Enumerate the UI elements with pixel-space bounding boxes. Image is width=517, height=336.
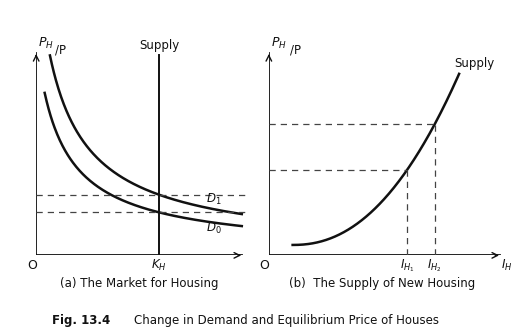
Text: O: O [259,259,269,272]
Text: $I_{H_1}$: $I_{H_1}$ [400,257,415,274]
Text: O: O [27,259,37,272]
Text: Supply: Supply [454,57,495,70]
Text: (a) The Market for Housing: (a) The Market for Housing [60,278,219,290]
Text: $P_H$: $P_H$ [271,36,287,51]
Text: $D_0$: $D_0$ [206,221,221,236]
Text: $D_1$: $D_1$ [206,193,221,208]
Text: $I_{H_2}$: $I_{H_2}$ [428,257,442,274]
Text: Supply: Supply [139,39,179,52]
Text: (b)  The Supply of New Housing: (b) The Supply of New Housing [290,278,476,290]
Text: /P: /P [55,43,66,56]
Text: $I_H$: $I_H$ [501,258,512,273]
Text: $P_H$: $P_H$ [38,36,54,51]
Text: /P: /P [290,43,301,56]
Text: $K_H$: $K_H$ [151,258,167,273]
Text: Fig. 13.4: Fig. 13.4 [52,314,110,327]
Text: Change in Demand and Equilibrium Price of Houses: Change in Demand and Equilibrium Price o… [134,314,439,327]
